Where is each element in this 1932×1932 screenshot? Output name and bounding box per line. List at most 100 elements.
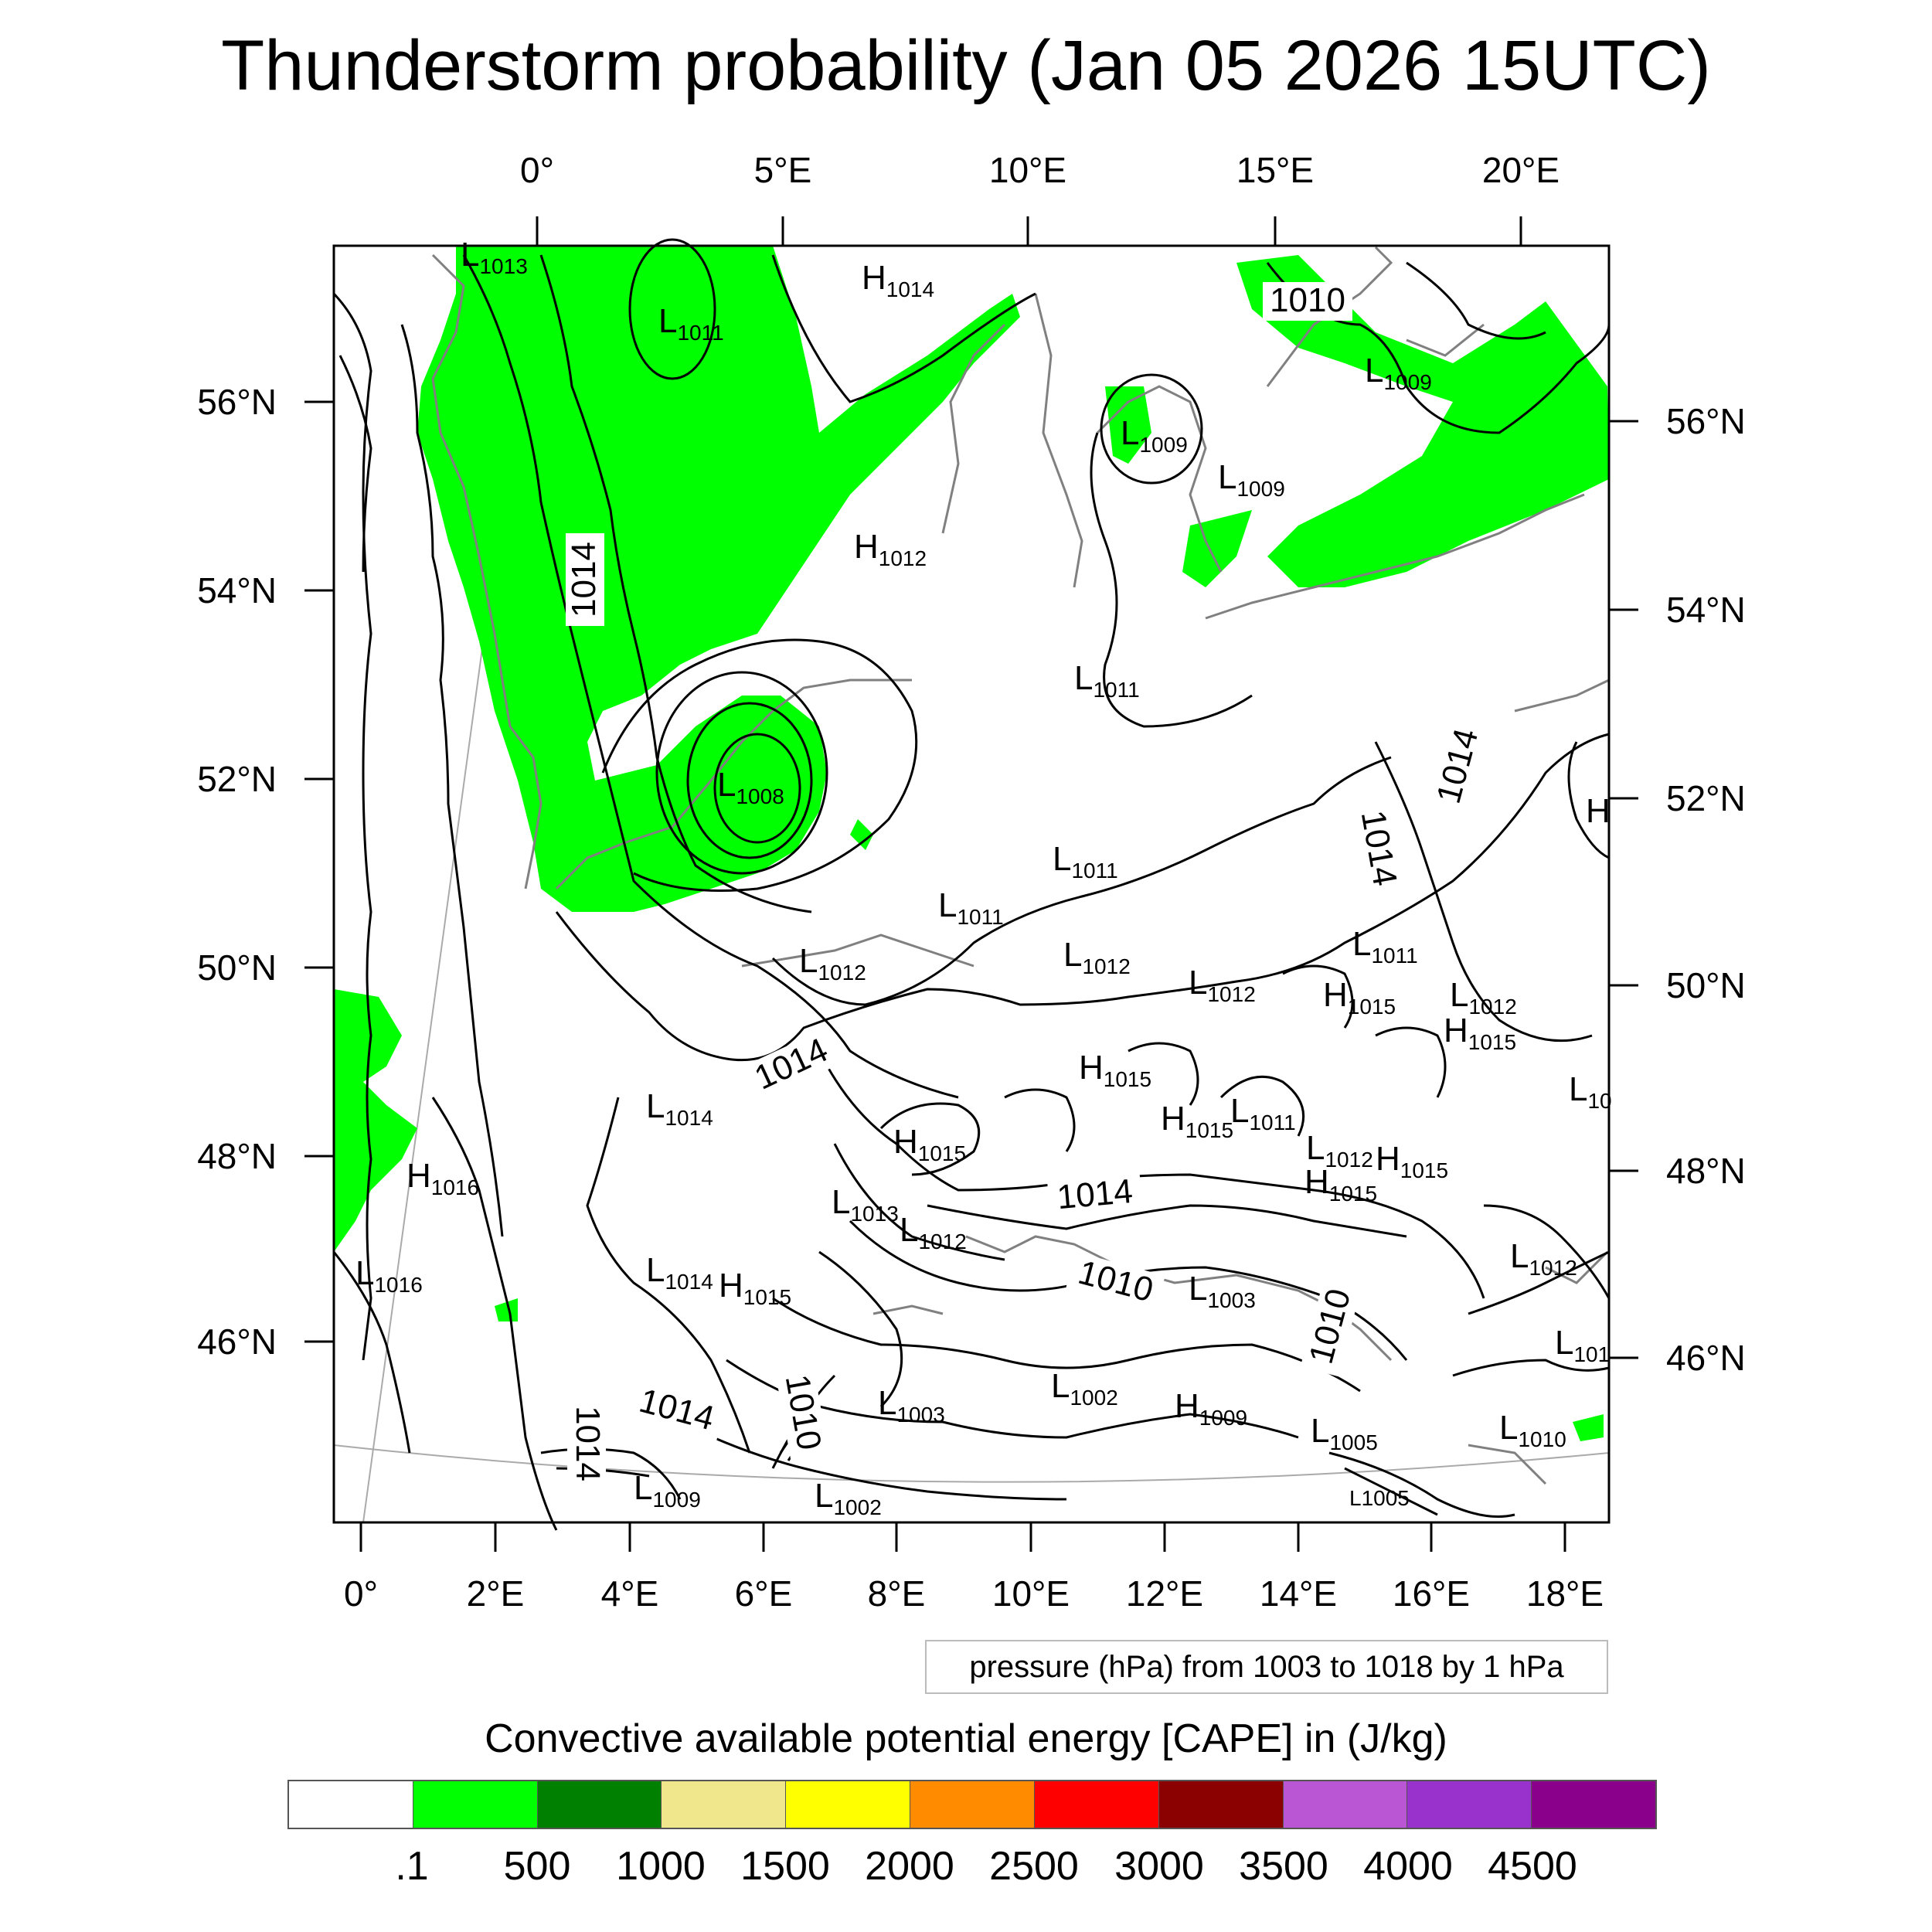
colorbar-cell xyxy=(1283,1781,1408,1828)
coastlines xyxy=(431,246,1610,1485)
pressure-center: L1002 xyxy=(815,1477,882,1519)
pressure-center: L1011 xyxy=(1230,1092,1296,1134)
isobar-label: 1010 xyxy=(1263,281,1352,321)
bottom-lon-label: 10°E xyxy=(992,1573,1070,1614)
pressure-center: L1011 xyxy=(1053,840,1118,883)
map-frame xyxy=(332,244,1611,1524)
map-title: Thunderstorm probability (Jan 05 2026 15… xyxy=(221,26,1711,105)
isobar-label: 1014 xyxy=(1427,716,1490,817)
pressure-center: L1005 xyxy=(1311,1412,1378,1454)
pressure-center: L10 xyxy=(1569,1070,1612,1113)
pressure-center: L1016 xyxy=(355,1254,423,1297)
pressure-center: H1015 xyxy=(893,1123,966,1165)
isobar-label: 1014 xyxy=(1046,1172,1143,1219)
isobars xyxy=(332,238,1611,1531)
colorbar-cell xyxy=(413,1781,538,1828)
right-lat-label: 52°N xyxy=(1666,778,1746,818)
pressure-center: H1015 xyxy=(1444,1012,1516,1054)
pressure-center: L1009 xyxy=(634,1469,701,1512)
cape-fill xyxy=(334,246,1609,1441)
right-lat-label: 54°N xyxy=(1666,590,1746,630)
svg-text:1014: 1014 xyxy=(569,1406,607,1481)
pressure-center: L1002 xyxy=(1051,1367,1118,1410)
colorbar-title: Convective available potential energy [C… xyxy=(485,1716,1447,1761)
pressure-center: H xyxy=(1586,792,1611,830)
colorbar-cell xyxy=(910,1781,1035,1828)
colorbar-label: 4500 xyxy=(1488,1844,1577,1889)
bottom-lon-label: 16°E xyxy=(1393,1573,1470,1614)
top-lon-label: 5°E xyxy=(754,150,812,190)
bottom-lon-label: 12°E xyxy=(1126,1573,1203,1614)
pressure-center: H1015 xyxy=(1079,1049,1151,1091)
colorbar xyxy=(287,1780,1657,1829)
colorbar-labels: .1 500 1000 1500 2000 2500 3000 3500 400… xyxy=(0,1843,1932,1897)
isobar-label: 1014 xyxy=(741,1028,842,1103)
svg-text:1014: 1014 xyxy=(1354,808,1404,889)
pressure-center: L1003 xyxy=(878,1384,945,1427)
pressure-center: H1016 xyxy=(406,1157,479,1199)
top-lon-label: 10°E xyxy=(989,150,1066,190)
colorbar-cell xyxy=(786,1781,911,1828)
pressure-center: L1009 xyxy=(1121,414,1188,457)
isobar-label: 1014 xyxy=(626,1379,726,1442)
top-lon-label: 0° xyxy=(520,150,554,190)
right-lat-label: 48°N xyxy=(1666,1151,1746,1191)
pressure-center: L1012 xyxy=(799,942,866,985)
right-lat-labels: 56°N 54°N 52°N 50°N 48°N 46°N xyxy=(1666,401,1746,1378)
pressure-center: L1013 xyxy=(461,236,528,278)
pressure-centers: L1013 L1011 H 1014 L1009 L1009 L1009 H101… xyxy=(355,236,1612,1519)
pressure-center: L1012 xyxy=(1306,1129,1373,1172)
bottom-lon-label: 0° xyxy=(344,1573,378,1614)
right-lat-label: 56°N xyxy=(1666,401,1746,441)
pressure-center: H1015 xyxy=(719,1267,791,1309)
left-lat-label: 50°N xyxy=(197,947,277,988)
colorbar-label: 1500 xyxy=(740,1844,830,1889)
colorbar-label: 3000 xyxy=(1114,1844,1204,1889)
top-lon-label: 20°E xyxy=(1482,150,1560,190)
pressure-center: L1012 xyxy=(1063,936,1131,978)
svg-text:1010: 1010 xyxy=(778,1372,828,1453)
pressure-center: H1015 xyxy=(1323,976,1396,1019)
pressure-center: L1009 xyxy=(1218,458,1285,501)
colorbar-cell xyxy=(289,1781,413,1828)
bottom-lon-label: 4°E xyxy=(601,1573,659,1614)
pressure-center: L1012 xyxy=(1510,1237,1577,1280)
bottom-lon-label: 2°E xyxy=(467,1573,525,1614)
pressure-center: H1009 xyxy=(1175,1387,1247,1430)
colorbar-cell xyxy=(1034,1781,1159,1828)
bottom-lon-labels: 0° 2°E 4°E 6°E 8°E 10°E 12°E 14°E 16°E 1… xyxy=(344,1573,1604,1614)
colorbar-label: 500 xyxy=(503,1844,571,1889)
pressure-center: L101 xyxy=(1555,1324,1610,1366)
colorbar-cell xyxy=(1532,1781,1655,1828)
pressure-center: L1008 xyxy=(717,766,784,808)
colorbar-label: 1000 xyxy=(616,1844,706,1889)
colorbar-label: 3500 xyxy=(1239,1844,1328,1889)
tick-marks xyxy=(304,216,1638,1552)
colorbar-label: 4000 xyxy=(1363,1844,1453,1889)
pressure-center: L1003 xyxy=(1189,1270,1256,1312)
left-lat-label: 48°N xyxy=(197,1136,277,1176)
pressure-caption: pressure (hPa) from 1003 to 1018 by 1 hP… xyxy=(925,1640,1608,1694)
pressure-center: H1012 xyxy=(854,528,927,570)
left-lat-label: 54°N xyxy=(197,570,277,611)
right-lat-label: 46°N xyxy=(1666,1338,1746,1378)
colorbar-label: 2000 xyxy=(865,1844,954,1889)
isobar-label: 1014 xyxy=(567,1397,607,1490)
colorbar-cell xyxy=(1158,1781,1284,1828)
top-lon-label: 15°E xyxy=(1236,150,1314,190)
bottom-lon-label: 8°E xyxy=(868,1573,926,1614)
pressure-center: L1013 xyxy=(832,1183,899,1226)
bottom-lon-label: 18°E xyxy=(1526,1573,1604,1614)
pressure-center: L1011 xyxy=(1352,925,1418,968)
isobar-label: 1014 xyxy=(1350,799,1405,898)
colorbar-label: .1 xyxy=(395,1844,429,1889)
svg-text:1014: 1014 xyxy=(1056,1172,1134,1216)
bottom-lon-label: 6°E xyxy=(735,1573,793,1614)
colorbar-cell xyxy=(537,1781,662,1828)
pressure-center: H1015 xyxy=(1304,1163,1377,1206)
isobar-label: 1010 xyxy=(1065,1251,1165,1314)
pressure-center: L1012 xyxy=(900,1211,967,1253)
left-lat-label: 52°N xyxy=(197,759,277,799)
pressure-center: L1011 xyxy=(938,886,1004,929)
